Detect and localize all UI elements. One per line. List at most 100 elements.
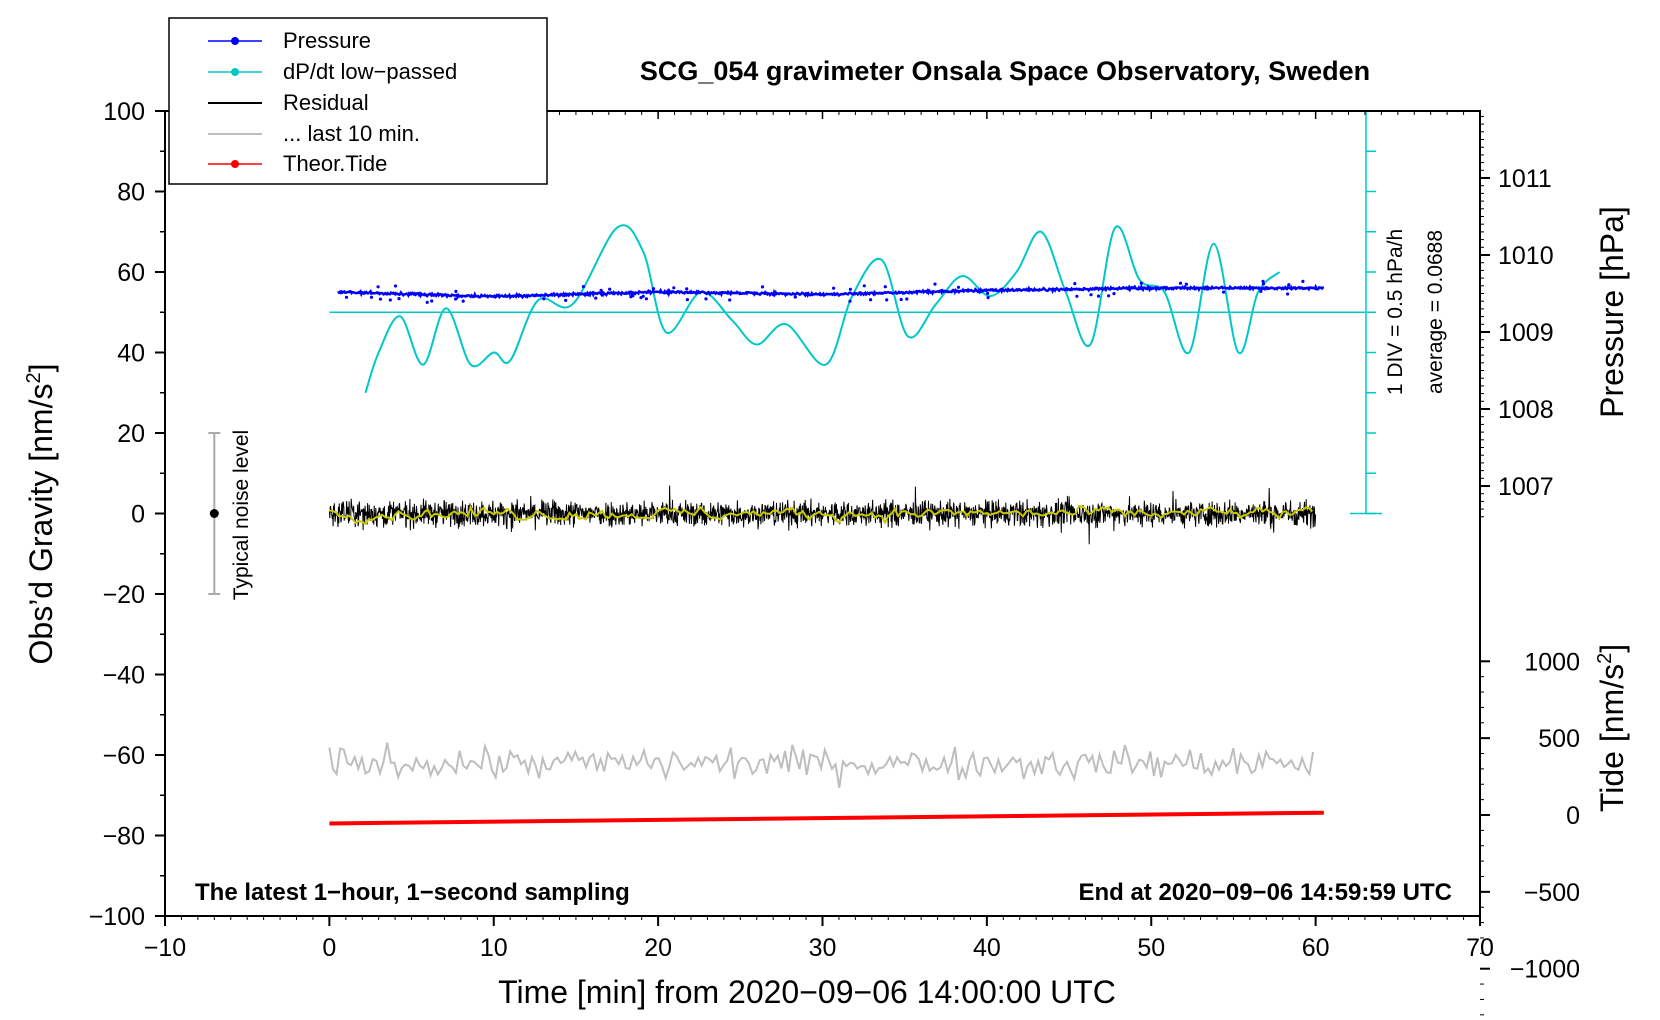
pressure-point: [369, 295, 374, 299]
pressure-point: [581, 285, 586, 289]
tide-tick-label: 500: [1538, 725, 1580, 753]
pressure-point: [1301, 279, 1305, 283]
dpdt-average-label: average = 0.0688: [1424, 230, 1447, 394]
sampling-note: The latest 1−hour, 1−second sampling: [195, 879, 630, 906]
pressure-point: [454, 297, 458, 301]
tide-tick-label: 1000: [1524, 648, 1580, 676]
x-tick-label: 20: [644, 934, 672, 962]
pressure-point: [393, 284, 398, 288]
axes: −10 0 10 20 30 40 50 60 70−100−80−60−40−20020406…: [89, 98, 1580, 1016]
x-tick-label: 70: [1466, 934, 1494, 962]
pressure-tick-label: 1007: [1498, 473, 1554, 501]
y-tick-label: −40: [103, 662, 145, 690]
tide-axis-label-close: ]: [1594, 644, 1630, 653]
legend-tide-label: Theor.Tide: [283, 151, 387, 176]
plot-area: [208, 110, 1382, 826]
pressure-series: [337, 279, 1325, 304]
pressure-point: [397, 297, 401, 301]
pressure-point: [1184, 282, 1188, 286]
pressure-point: [542, 297, 546, 301]
pressure-point: [461, 299, 465, 303]
pressure-point: [594, 296, 598, 300]
pressure-point: [793, 295, 797, 299]
residual-smoothed-line: [329, 504, 1314, 526]
pressure-point: [832, 286, 836, 290]
legend-last10-label: ... last 10 min.: [283, 121, 420, 146]
pressure-point: [1261, 279, 1265, 283]
pressure-point: [862, 284, 866, 288]
pressure-tick-label: 1008: [1498, 396, 1554, 424]
x-tick-label: 30: [809, 934, 837, 962]
pressure-point: [599, 288, 603, 292]
x-tick-label: 10: [480, 934, 508, 962]
pressure-point: [1089, 293, 1093, 297]
y-axis-label-sup: 2: [23, 372, 45, 383]
pressure-point: [760, 285, 765, 289]
noise-level-label: Typical noise level: [230, 430, 253, 600]
legend-item-pressure: Pressure: [208, 28, 371, 53]
pressure-point: [1075, 294, 1079, 298]
pressure-point: [1112, 292, 1116, 296]
pressure-point: [1178, 281, 1183, 285]
pressure-point: [1139, 281, 1143, 285]
tide-axis-label: Tide [nm/s2]: [1594, 644, 1630, 812]
pressure-point: [956, 285, 961, 289]
pressure-point: [1261, 282, 1266, 286]
y-tick-label: −100: [89, 903, 145, 931]
pressure-point: [1073, 282, 1077, 286]
pressure-point: [344, 295, 349, 299]
tide-tick-label: −500: [1524, 879, 1580, 907]
chart-title: SCG_054 gravimeter Onsala Space Observat…: [640, 56, 1370, 86]
y-tick-label: 80: [117, 179, 145, 207]
pressure-tick-label: 1009: [1498, 319, 1554, 347]
tide-axis-label-sup: 2: [1594, 653, 1616, 664]
legend-tide-dot: [231, 160, 239, 168]
noise-bar-center: [209, 509, 219, 518]
tide-tick-label: −1000: [1510, 956, 1580, 984]
pressure-point: [986, 291, 990, 295]
legend-pressure-dot: [231, 37, 239, 45]
tide-tick-label: 0: [1566, 802, 1580, 830]
y-tick-label: 0: [131, 501, 145, 529]
pressure-point: [899, 297, 903, 302]
pressure-point: [704, 297, 708, 301]
pressure-axis-label: Pressure [hPa]: [1594, 206, 1630, 418]
pressure-point: [685, 298, 690, 302]
y-tick-label: 40: [117, 340, 145, 368]
pressure-point: [848, 287, 853, 291]
pressure-line: [337, 283, 1325, 300]
dpdt-scale-label: 1 DIV = 0.5 hPa/h: [1384, 229, 1407, 395]
pressure-point: [454, 289, 458, 293]
x-tick-label: 50: [1137, 934, 1165, 962]
x-tick-label: 40: [973, 934, 1001, 962]
x-tick-label: −10: [144, 934, 186, 962]
pressure-point: [425, 300, 429, 304]
legend-item-last-10-min: ... last 10 min.: [208, 121, 420, 146]
pressure-point: [933, 282, 937, 286]
pressure-point: [1096, 294, 1101, 298]
pressure-point: [378, 297, 383, 301]
x-tick-label: 0: [322, 934, 336, 962]
legend: Pressure dP/dt low−passed Residual ... l…: [168, 17, 548, 185]
pressure-point: [905, 297, 909, 301]
legend-item-residual: Residual: [208, 90, 369, 115]
pressure-point: [883, 285, 887, 289]
legend-dpdt-label: dP/dt low−passed: [283, 59, 457, 84]
pressure-point: [1107, 294, 1111, 298]
y-axis-label-text: Obs’d Gravity [nm/s: [23, 384, 59, 665]
y-axis-label: Obs’d Gravity [nm/s2]: [23, 364, 59, 665]
pressure-point: [1287, 283, 1291, 287]
y-tick-label: −60: [103, 742, 145, 770]
tide-line: [329, 810, 1324, 826]
legend-item-dpdt: dP/dt low−passed: [208, 59, 457, 84]
end-time-note: End at 2020−09−06 14:59:59 UTC: [1078, 879, 1452, 906]
pressure-point: [1286, 292, 1290, 296]
y-tick-label: 60: [117, 259, 145, 287]
legend-pressure-label: Pressure: [283, 28, 371, 53]
pressure-point: [869, 298, 873, 302]
pressure-point: [1222, 290, 1226, 294]
y-axis-label-close: ]: [23, 364, 59, 373]
x-axis-label: Time [min] from 2020−09−06 14:00:00 UTC: [498, 974, 1116, 1010]
pressure-point: [564, 298, 568, 302]
